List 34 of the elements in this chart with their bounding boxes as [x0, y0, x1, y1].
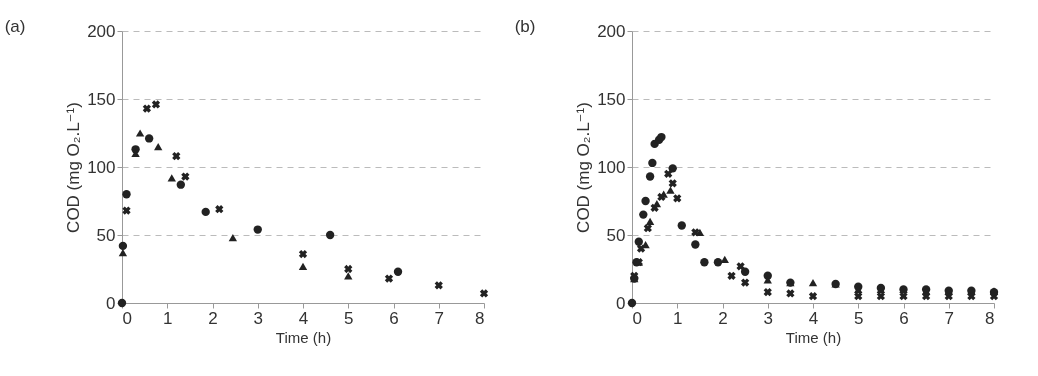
y-axis-title: COD (mg O₂.L⁻¹) [64, 102, 84, 233]
x-axis-title: Time (h) [275, 328, 332, 346]
y-tick-label: 0 [616, 293, 626, 313]
x-tick-label: 3 [763, 308, 773, 328]
y-tick-label: 0 [106, 293, 116, 313]
x-tick-label: 5 [854, 308, 864, 328]
x-tick-label: 6 [389, 308, 399, 328]
x-tick-label: 7 [434, 308, 444, 328]
x-tick-label: 1 [673, 308, 683, 328]
y-tick-label: 150 [87, 89, 116, 109]
x-tick-label: 2 [208, 308, 218, 328]
y-tick-label: 200 [597, 21, 626, 41]
x-tick-label: 8 [475, 308, 485, 328]
x-tick-label: 0 [632, 308, 642, 328]
chart-title: (b) [514, 17, 536, 36]
y-tick-label: 50 [606, 225, 626, 245]
y-tick-label: 50 [96, 225, 116, 245]
y-tick-label: 100 [87, 157, 116, 177]
x-tick-label: 2 [718, 308, 728, 328]
x-tick-label: 5 [344, 308, 354, 328]
x-tick-label: 3 [253, 308, 263, 328]
x-tick-label: 4 [298, 308, 309, 328]
x-tick-label: 8 [985, 308, 995, 328]
y-tick-label: 150 [597, 89, 626, 109]
x-tick-label: 4 [808, 308, 819, 328]
y-tick-label: 100 [597, 157, 626, 177]
y-axis-title: COD (mg O₂.L⁻¹) [574, 102, 594, 233]
x-tick-label: 6 [899, 308, 909, 328]
x-tick-label: 1 [163, 308, 173, 328]
x-axis-title: Time (h) [785, 328, 842, 346]
y-tick-label: 200 [87, 21, 116, 41]
x-tick-label: 7 [944, 308, 954, 328]
x-tick-label: 0 [122, 308, 132, 328]
chart-title: (a) [4, 17, 26, 36]
